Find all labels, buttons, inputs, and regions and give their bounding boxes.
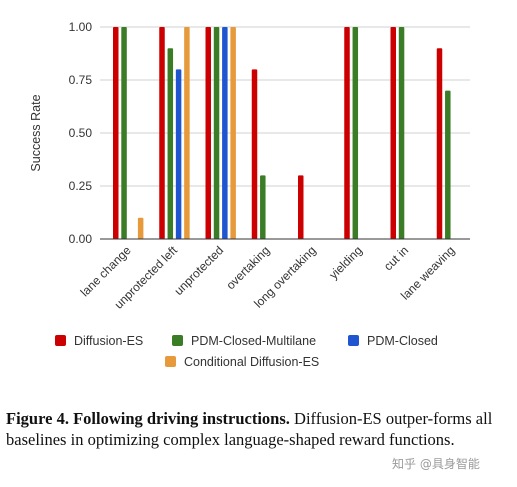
y-tick-label: 0.00 <box>69 232 93 246</box>
bar <box>113 27 119 239</box>
bar <box>390 27 396 239</box>
caption-body: Diffusion-ES outper-forms all baselines … <box>6 409 493 449</box>
y-tick-label: 1.00 <box>69 20 93 34</box>
bar <box>213 27 220 239</box>
y-tick-label: 0.75 <box>69 73 93 87</box>
bar <box>260 175 266 239</box>
legend-swatch <box>55 335 66 346</box>
watermark: 知乎 @具身智能 <box>392 457 480 471</box>
figure-caption: Figure 4. Following driving instructions… <box>6 408 511 450</box>
caption-title: Following driving instructions. <box>73 409 290 428</box>
bar <box>298 175 304 239</box>
bar <box>436 48 443 240</box>
bar <box>184 27 190 239</box>
y-tick-label: 0.25 <box>69 179 93 193</box>
x-tick-label: overtaking <box>223 243 272 292</box>
bar <box>222 27 228 239</box>
legend-label: Conditional Diffusion-ES <box>184 355 319 369</box>
y-tick-label: 0.50 <box>69 126 93 140</box>
bar <box>175 69 182 240</box>
bar <box>121 27 127 239</box>
bar <box>251 69 258 240</box>
bar <box>352 27 359 239</box>
bar <box>205 27 211 239</box>
x-tick-label: yielding <box>326 243 365 282</box>
legend-swatch <box>172 335 183 346</box>
bars <box>113 27 451 240</box>
x-tick-label: unprotected <box>171 243 226 298</box>
bar <box>398 27 405 239</box>
y-axis-title: Success Rate <box>29 94 43 171</box>
bar <box>167 48 174 240</box>
legend-label: Diffusion-ES <box>74 334 143 348</box>
legend-swatch <box>348 335 359 346</box>
legend-swatch <box>165 356 176 367</box>
x-tick-label: cut in <box>381 243 411 273</box>
bar <box>344 27 350 239</box>
bar <box>159 27 165 239</box>
bar <box>137 217 144 239</box>
legend-label: PDM-Closed-Multilane <box>191 334 316 348</box>
caption-prefix: Figure 4. <box>6 409 69 428</box>
legend: Diffusion-ES PDM-Closed-Multilane PDM-Clos… <box>55 334 438 369</box>
bar <box>230 27 236 239</box>
bar <box>445 90 451 239</box>
gridlines <box>100 26 470 187</box>
legend-label: PDM-Closed <box>367 334 438 348</box>
